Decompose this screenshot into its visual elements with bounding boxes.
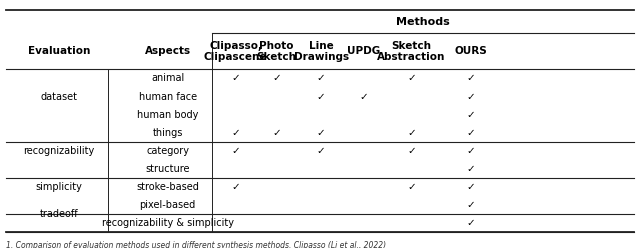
Text: structure: structure (145, 164, 190, 174)
Text: ✓: ✓ (466, 73, 475, 84)
Text: Methods: Methods (396, 17, 449, 27)
Text: ✓: ✓ (466, 164, 475, 174)
Text: ✓: ✓ (466, 110, 475, 120)
Text: ✓: ✓ (466, 146, 475, 156)
Text: ✓: ✓ (407, 146, 416, 156)
Text: recognizability: recognizability (23, 146, 95, 156)
Text: ✓: ✓ (407, 128, 416, 138)
Text: tradeoff: tradeoff (40, 209, 78, 219)
Text: human face: human face (139, 92, 196, 102)
Text: human body: human body (137, 110, 198, 120)
Text: things: things (152, 128, 183, 138)
Text: stroke-based: stroke-based (136, 182, 199, 192)
Text: ✓: ✓ (466, 200, 475, 210)
Text: animal: animal (151, 73, 184, 84)
Text: Line
Drawings: Line Drawings (294, 41, 349, 62)
Text: Aspects: Aspects (145, 46, 191, 57)
Text: ✓: ✓ (407, 182, 416, 192)
Text: UPDG: UPDG (347, 46, 380, 57)
Text: Photo
Sketch: Photo Sketch (257, 41, 296, 62)
Text: category: category (146, 146, 189, 156)
Text: ✓: ✓ (317, 92, 326, 102)
Text: ✓: ✓ (466, 128, 475, 138)
Text: ✓: ✓ (317, 128, 326, 138)
Text: OURS: OURS (454, 46, 487, 57)
Text: ✓: ✓ (466, 182, 475, 192)
Text: dataset: dataset (40, 92, 77, 102)
Text: ✓: ✓ (466, 92, 475, 102)
Text: ✓: ✓ (272, 128, 281, 138)
Text: recognizability & simplicity: recognizability & simplicity (102, 218, 234, 228)
Text: ✓: ✓ (317, 73, 326, 84)
Text: pixel-based: pixel-based (140, 200, 196, 210)
Text: ✓: ✓ (466, 218, 475, 228)
Text: simplicity: simplicity (35, 182, 83, 192)
Text: ✓: ✓ (407, 73, 416, 84)
Text: ✓: ✓ (272, 73, 281, 84)
Text: ✓: ✓ (231, 146, 240, 156)
Text: ✓: ✓ (317, 146, 326, 156)
Text: Clipasso,
Clipascene: Clipasso, Clipascene (204, 41, 268, 62)
Text: Sketch
Abstraction: Sketch Abstraction (378, 41, 445, 62)
Text: ✓: ✓ (359, 92, 368, 102)
Text: Evaluation: Evaluation (28, 46, 90, 57)
Text: 1. Comparison of evaluation methods used in different synthesis methods. Clipass: 1. Comparison of evaluation methods used… (6, 241, 387, 248)
Text: ✓: ✓ (231, 73, 240, 84)
Text: ✓: ✓ (231, 182, 240, 192)
Text: ✓: ✓ (231, 128, 240, 138)
